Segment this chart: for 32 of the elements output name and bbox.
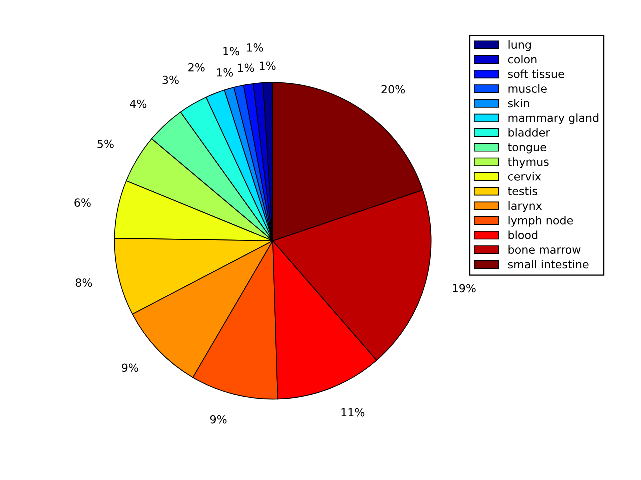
legend-label: bladder [508,128,550,137]
legend-label: skin [508,99,530,108]
data-label: 1% [238,64,254,72]
data-label: 3% [162,76,179,84]
data-label: 5% [98,140,114,148]
legend-label: lymph node [508,216,574,227]
legend-label: small intestine [508,260,589,269]
legend-label: cervix [508,172,542,181]
legend-label: larynx [508,202,542,212]
data-label: 1% [224,47,240,56]
data-label: 6% [74,198,91,208]
data-label: 8% [76,278,92,288]
data-label: 1% [247,43,264,52]
data-label: 9% [210,415,227,424]
legend-label: muscle [508,84,547,93]
data-label: 11% [342,408,365,417]
data-label: 1% [260,62,276,70]
data-label: 20% [382,85,406,94]
legend-label: soft tissue [508,70,564,78]
legend-label: bone marrow [508,245,581,254]
legend-label: tongue [508,144,546,154]
data-label: 1% [217,68,234,77]
legend-label: blood [508,230,538,240]
data-label: 19% [453,284,476,293]
data-label: 2% [188,63,205,72]
legend-label: colon [508,55,537,64]
legend-label: lung [508,40,531,52]
data-label: 4% [130,100,147,108]
data-label: 9% [122,364,138,372]
legend-label: thymus [508,158,549,168]
legend-label: mammary gland [508,114,599,124]
legend-label: testis [508,186,538,196]
